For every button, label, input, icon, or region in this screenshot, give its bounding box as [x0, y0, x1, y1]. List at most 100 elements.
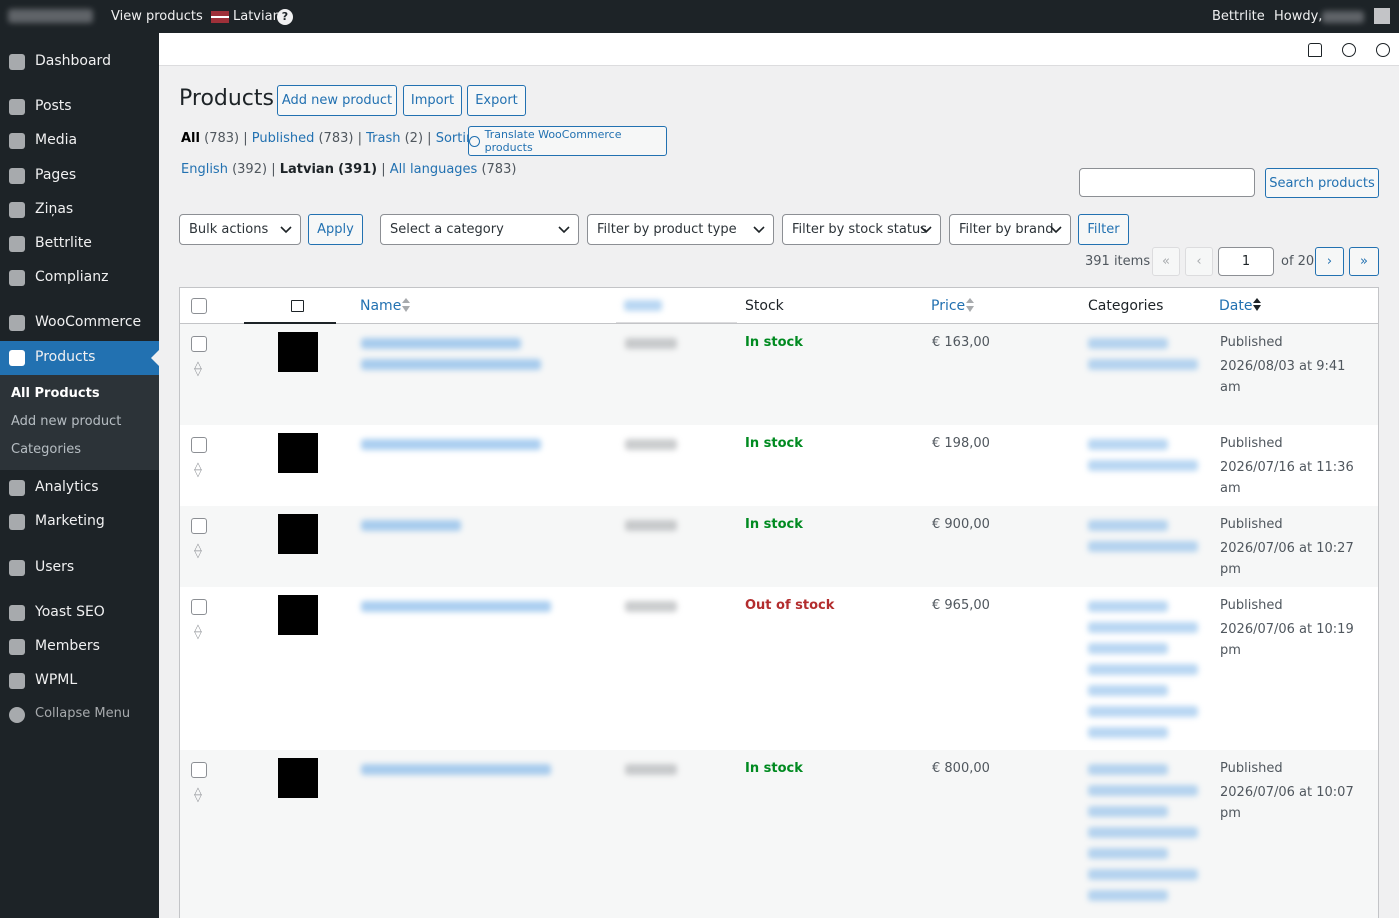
help-icon[interactable]: ? [277, 9, 293, 25]
category[interactable] [1088, 643, 1168, 654]
select-label: Bulk actions [189, 222, 269, 237]
translate-label[interactable]: Translate WooCommerce products [484, 128, 622, 154]
checkbox[interactable] [191, 518, 207, 534]
sku-header[interactable] [624, 300, 662, 311]
category[interactable] [1088, 460, 1198, 471]
avatar[interactable] [1374, 8, 1390, 24]
menu-item[interactable]: Analytics [35, 479, 99, 495]
column-header[interactable]: Date [1219, 298, 1253, 314]
product-thumbnail[interactable] [278, 433, 318, 473]
view-link[interactable]: All [181, 131, 200, 146]
menu-item[interactable]: Collapse Menu [35, 706, 131, 721]
product-name[interactable] [361, 520, 461, 531]
product-name[interactable] [361, 601, 551, 612]
checkbox[interactable] [191, 599, 207, 615]
checkbox[interactable] [191, 336, 207, 352]
menu-item[interactable]: Ziņas [35, 201, 74, 217]
site-menu[interactable]: Bettrlite [1212, 9, 1265, 24]
category[interactable] [1088, 890, 1168, 901]
product-name[interactable] [361, 764, 551, 775]
howdy[interactable]: Howdy, [1274, 9, 1323, 24]
product-thumbnail[interactable] [278, 758, 318, 798]
drag-handle[interactable]: △ ▽ [194, 461, 202, 479]
product-thumbnail[interactable] [278, 595, 318, 635]
product-name[interactable] [361, 338, 521, 349]
view-products-link[interactable]: View products [111, 9, 203, 24]
pagination-button[interactable]: » [1349, 247, 1379, 276]
settings-icon[interactable] [1342, 43, 1356, 57]
header-button[interactable]: Add new product [277, 85, 397, 116]
category[interactable] [1088, 827, 1198, 838]
search-button[interactable]: Search products [1265, 168, 1379, 198]
checkbox[interactable] [191, 762, 207, 778]
filter-button[interactable]: Filter [1078, 214, 1129, 245]
filter-select[interactable]: Select a category [380, 214, 579, 245]
translate-button[interactable]: Translate WooCommerce products [468, 126, 667, 156]
drag-handle[interactable]: △ ▽ [194, 623, 202, 641]
submenu-item[interactable]: Add new product [11, 414, 122, 429]
menu-item[interactable]: WooCommerce [35, 314, 142, 330]
language-link[interactable]: English [181, 162, 228, 177]
product-thumbnail[interactable] [278, 332, 318, 372]
menu-item[interactable]: Complianz [35, 269, 109, 285]
menu-item[interactable]: Media [35, 132, 78, 148]
product-thumbnail[interactable] [278, 514, 318, 554]
language-switcher[interactable]: Latvian [233, 9, 281, 24]
checkbox[interactable] [191, 298, 207, 314]
language-link[interactable]: Latvian [279, 162, 334, 177]
category[interactable] [1088, 541, 1198, 552]
category[interactable] [1088, 706, 1198, 717]
category[interactable] [1088, 520, 1168, 531]
category[interactable] [1088, 764, 1168, 775]
checkbox[interactable] [191, 437, 207, 453]
search-input[interactable] [1079, 168, 1255, 197]
filter-select[interactable]: Filter by stock status [782, 214, 941, 245]
help-button[interactable] [1376, 43, 1390, 57]
pagination-button[interactable]: › [1315, 247, 1344, 276]
category[interactable] [1088, 439, 1168, 450]
drag-handle[interactable]: △ ▽ [194, 786, 202, 804]
menu-item[interactable]: WPML [35, 672, 78, 688]
category[interactable] [1088, 338, 1168, 349]
category[interactable] [1088, 622, 1198, 633]
page-input[interactable]: 1 [1218, 247, 1274, 276]
submenu-item[interactable]: All Products [11, 386, 100, 401]
filter-select[interactable]: Filter by product type [587, 214, 774, 245]
drag-handle[interactable]: △ ▽ [194, 542, 202, 560]
header-button[interactable]: Export [467, 85, 526, 116]
filter-select[interactable]: Filter by brand [949, 214, 1071, 245]
category[interactable] [1088, 869, 1198, 880]
filter-select[interactable]: Bulk actions [179, 214, 301, 245]
view-link[interactable]: Published [251, 131, 315, 146]
menu-item[interactable]: Dashboard [35, 53, 111, 69]
product-name[interactable] [361, 359, 541, 370]
submenu-item[interactable]: Categories [11, 442, 82, 457]
header-button[interactable]: Import [403, 85, 462, 116]
category[interactable] [1088, 727, 1168, 738]
apply-button[interactable]: Apply [308, 214, 363, 245]
notifications-icon[interactable] [1308, 43, 1322, 57]
column-header[interactable]: Price [931, 298, 966, 314]
category[interactable] [1088, 359, 1198, 370]
category[interactable] [1088, 664, 1198, 675]
user-name[interactable] [1322, 11, 1364, 23]
menu-item[interactable]: Products [35, 349, 96, 365]
menu-item[interactable]: Marketing [35, 513, 105, 529]
category[interactable] [1088, 601, 1168, 612]
menu-item[interactable]: Pages [35, 167, 77, 183]
category[interactable] [1088, 806, 1168, 817]
wp-logo[interactable] [8, 9, 93, 23]
category[interactable] [1088, 685, 1168, 696]
category[interactable] [1088, 848, 1168, 859]
menu-item[interactable]: Yoast SEO [35, 604, 105, 620]
drag-handle[interactable]: △ ▽ [194, 360, 202, 378]
column-header[interactable]: Name [360, 298, 402, 314]
category[interactable] [1088, 785, 1198, 796]
view-link[interactable]: Trash [366, 131, 401, 146]
menu-item[interactable]: Posts [35, 98, 72, 114]
language-link[interactable]: All languages [389, 162, 478, 177]
menu-item[interactable]: Members [35, 638, 100, 654]
menu-item[interactable]: Users [35, 559, 75, 575]
product-name[interactable] [361, 439, 541, 450]
menu-item[interactable]: Bettrlite [35, 235, 92, 251]
